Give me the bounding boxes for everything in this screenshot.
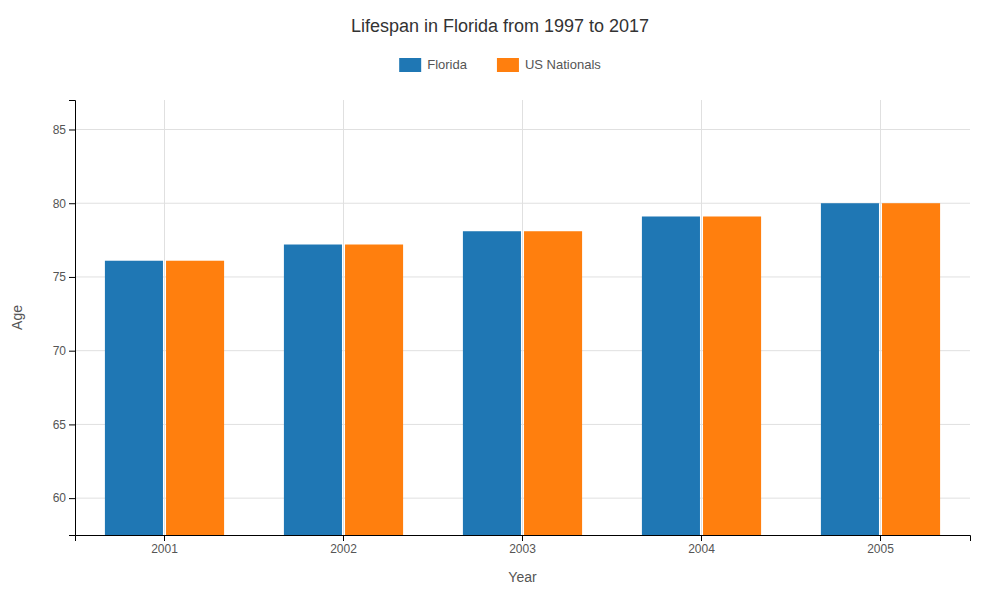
legend-item: Florida xyxy=(399,57,468,72)
bar-series xyxy=(166,203,940,535)
y-tick-label: 75 xyxy=(53,270,67,284)
x-tick-mark xyxy=(522,535,523,541)
y-tick-label: 60 xyxy=(53,491,67,505)
y-tick-label: 85 xyxy=(53,123,67,137)
x-tick-label: 2004 xyxy=(688,542,715,556)
y-tick-mark xyxy=(69,203,75,204)
bar-series xyxy=(105,203,879,535)
y-tick-mark xyxy=(69,498,75,499)
y-axis-title: Age xyxy=(9,305,25,330)
x-tick: 2002 xyxy=(330,535,357,556)
bar xyxy=(821,203,879,535)
x-tick-mark xyxy=(701,535,702,541)
y-tick: 80 xyxy=(53,197,75,211)
legend-swatch xyxy=(497,58,519,72)
bar xyxy=(882,203,940,535)
legend-item: US Nationals xyxy=(497,57,601,72)
y-tick-mark xyxy=(69,277,75,278)
x-tick-mark xyxy=(343,535,344,541)
y-tick-label: 70 xyxy=(53,344,67,358)
bar xyxy=(703,216,761,535)
x-tick-label: 2005 xyxy=(867,542,894,556)
y-tick-label: 65 xyxy=(53,418,67,432)
y-tick: 85 xyxy=(53,123,75,137)
legend-swatch xyxy=(399,58,421,72)
x-tick: 2003 xyxy=(509,535,536,556)
x-tick: 2005 xyxy=(867,535,894,556)
x-axis: 2001 2002 2003 2004 2005 xyxy=(76,535,971,556)
bars xyxy=(105,203,940,535)
grid-line-x xyxy=(880,100,881,535)
plot: 2001 2002 2003 2004 2005 60 65 70 75 80 85 xyxy=(53,100,971,556)
x-axis-title: Year xyxy=(508,569,537,585)
x-tick-label: 2003 xyxy=(509,542,536,556)
grid-line-x xyxy=(522,100,523,535)
bar xyxy=(105,261,163,535)
y-axis: 60 65 70 75 80 85 xyxy=(53,101,76,536)
bar xyxy=(345,245,403,535)
legend-label: US Nationals xyxy=(525,57,601,72)
chart-container: Lifespan in Florida from 1997 to 2017 200… xyxy=(0,0,1000,600)
y-tick-mark xyxy=(69,424,75,425)
x-tick-mark xyxy=(164,535,165,541)
grid-line-x xyxy=(343,100,344,535)
x-tick-mark xyxy=(880,535,881,541)
bar xyxy=(642,216,700,535)
y-tick: 65 xyxy=(53,418,75,432)
y-tick-mark xyxy=(69,129,75,130)
y-tick-label: 80 xyxy=(53,197,67,211)
grid xyxy=(75,100,970,535)
x-tick-label: 2002 xyxy=(330,542,357,556)
chart: Lifespan in Florida from 1997 to 2017 200… xyxy=(0,0,1000,600)
x-tick-label: 2001 xyxy=(151,542,178,556)
grid-line-x xyxy=(164,100,165,535)
y-tick-mark xyxy=(69,351,75,352)
grid-line-x xyxy=(701,100,702,535)
x-tick: 2001 xyxy=(151,535,178,556)
title: Lifespan in Florida from 1997 to 2017 xyxy=(351,16,649,36)
y-tick: 60 xyxy=(53,491,75,505)
bar xyxy=(284,245,342,535)
x-axis-line xyxy=(76,536,971,542)
y-axis-line xyxy=(69,101,76,536)
x-tick: 2004 xyxy=(688,535,715,556)
bar xyxy=(524,231,582,535)
bar xyxy=(166,261,224,535)
y-tick: 70 xyxy=(53,344,75,358)
bar xyxy=(463,231,521,535)
legend-label: Florida xyxy=(427,57,468,72)
y-tick: 75 xyxy=(53,270,75,284)
legend: Florida US Nationals xyxy=(399,57,601,72)
